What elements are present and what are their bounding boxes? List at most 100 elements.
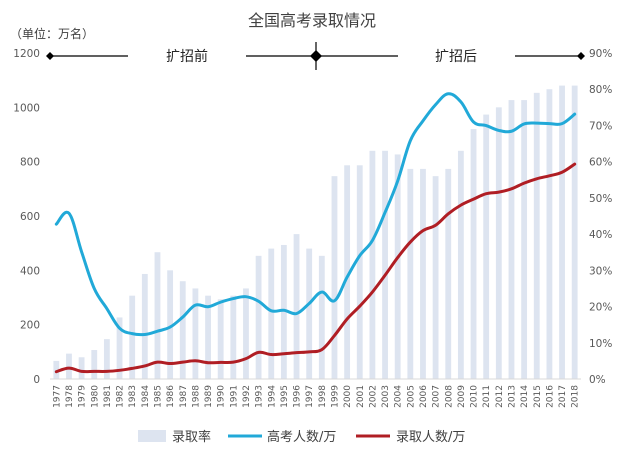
y-left-tick-label: 1200 (13, 48, 40, 60)
bar-rate-1986 (167, 270, 174, 379)
x-tick-label-1980: 1980 (90, 385, 100, 408)
divider-diamond (310, 50, 322, 62)
bar-rate-2013 (508, 100, 515, 379)
x-tick-label-1993: 1993 (255, 385, 265, 408)
x-tick-label-2015: 2015 (533, 385, 543, 408)
x-tick-label-1995: 1995 (280, 385, 290, 408)
bar-rate-2009 (457, 150, 464, 379)
y-right-tick-label: 30% (589, 265, 612, 277)
bar-rate-1995 (280, 244, 287, 379)
y-left-tick-label: 600 (20, 211, 40, 223)
x-tick-label-2014: 2014 (520, 385, 530, 408)
legend-label-admitted: 录取人数/万 (396, 430, 465, 445)
x-tick-label-1979: 1979 (78, 385, 88, 408)
bar-rate-1979 (78, 357, 85, 379)
x-tick-label-2016: 2016 (545, 385, 555, 408)
y-left-tick-label: 0 (33, 374, 40, 386)
x-tick-label-1997: 1997 (305, 385, 315, 408)
bar-rate-2016 (546, 89, 553, 379)
lines-layer (54, 92, 577, 374)
bar-rate-1984 (141, 273, 148, 379)
line-admitted (54, 162, 577, 374)
y-right-tick-label: 60% (589, 157, 612, 169)
y-left-tick-label: 400 (20, 265, 40, 277)
x-tick-label-2013: 2013 (507, 385, 517, 408)
x-tick-label-2006: 2006 (419, 385, 429, 408)
y-right-tick-label: 80% (589, 84, 612, 96)
x-tick-label-1981: 1981 (103, 385, 113, 408)
x-tick-label-2001: 2001 (356, 385, 366, 408)
bar-rate-1996 (293, 234, 300, 379)
annotation-after: 扩招后 (435, 49, 477, 65)
bar-rate-2001 (356, 165, 363, 379)
bar-rate-2010 (470, 129, 477, 379)
bars-layer (53, 85, 578, 379)
bar-rate-2017 (559, 85, 565, 379)
x-tick-label-1989: 1989 (204, 385, 214, 408)
x-tick-label-1991: 1991 (229, 385, 239, 408)
x-tick-label-2012: 2012 (495, 385, 505, 408)
bar-rate-2004 (394, 154, 401, 379)
chart-title: 全国高考录取情况 (248, 11, 376, 30)
bar-rate-1981 (103, 339, 110, 379)
x-tick-label-1992: 1992 (242, 385, 252, 408)
x-tick-label-2005: 2005 (406, 385, 416, 408)
x-tick-label-2008: 2008 (444, 385, 454, 408)
expansion-annotation: 扩招前 扩招后 (46, 42, 585, 70)
bar-rate-1993 (255, 255, 262, 379)
x-tick-label-1998: 1998 (318, 385, 328, 408)
x-tick-label-2000: 2000 (343, 385, 353, 408)
bar-rate-1985 (154, 252, 161, 379)
bar-rate-1977 (53, 360, 60, 379)
x-tick-label-2010: 2010 (470, 385, 480, 408)
bar-rate-1992 (243, 288, 249, 379)
bar-rate-2007 (432, 176, 439, 379)
bar-rate-1983 (129, 295, 136, 379)
x-tick-label-2018: 2018 (571, 385, 581, 408)
annotation-before: 扩招前 (166, 48, 208, 65)
unit-label: （单位：万名） (10, 26, 94, 41)
bar-rate-2000 (344, 165, 351, 379)
bar-rate-1998 (318, 255, 325, 379)
x-tick-label-2007: 2007 (432, 385, 442, 408)
bar-rate-2006 (420, 168, 426, 379)
x-tick-label-1983: 1983 (128, 385, 138, 408)
x-tick-label-1986: 1986 (166, 385, 176, 408)
bar-rate-1999 (331, 176, 338, 379)
x-tick-label-2011: 2011 (482, 385, 492, 408)
bar-rate-2018 (571, 85, 578, 379)
bar-rate-1997 (306, 248, 313, 379)
y-right-tick-label: 70% (589, 120, 612, 132)
bar-rate-1978 (66, 353, 72, 379)
x-tick-label-2003: 2003 (381, 385, 391, 408)
y-right-tick-label: 50% (589, 193, 612, 205)
bar-rate-2003 (382, 150, 388, 379)
y-left-tick-label: 800 (20, 157, 40, 169)
x-tick-label-1984: 1984 (141, 385, 151, 408)
bar-rate-1994 (268, 248, 275, 379)
bar-rate-1991 (230, 295, 237, 379)
bar-rate-2002 (369, 150, 376, 379)
x-tick-label-1985: 1985 (153, 385, 163, 408)
x-tick-label-2017: 2017 (558, 385, 568, 408)
annotation-start-diamond (46, 52, 54, 60)
x-tick-label-1990: 1990 (217, 385, 227, 408)
bar-rate-2014 (521, 100, 528, 379)
y-left-tick-label: 1000 (13, 102, 40, 114)
bar-rate-2011 (483, 114, 490, 379)
bar-rate-1982 (116, 317, 123, 379)
bar-rate-1989 (205, 295, 211, 379)
y-right-tick-label: 0% (589, 374, 606, 386)
y-right-tick-label: 90% (589, 48, 612, 60)
y-right-tick-label: 20% (589, 302, 612, 314)
x-tick-label-1994: 1994 (267, 385, 277, 408)
x-tick-label-1987: 1987 (179, 385, 189, 408)
bar-rate-2008 (445, 168, 452, 379)
y-right-tick-label: 10% (589, 338, 612, 350)
legend-label-applicants: 高考人数/万 (267, 429, 336, 445)
x-tick-label-1982: 1982 (116, 385, 126, 408)
x-tick-label-1988: 1988 (191, 385, 201, 408)
y-right-tick-label: 40% (589, 229, 612, 241)
x-tick-label-2002: 2002 (368, 385, 378, 408)
legend: 录取率 高考人数/万 录取人数/万 (138, 429, 465, 445)
